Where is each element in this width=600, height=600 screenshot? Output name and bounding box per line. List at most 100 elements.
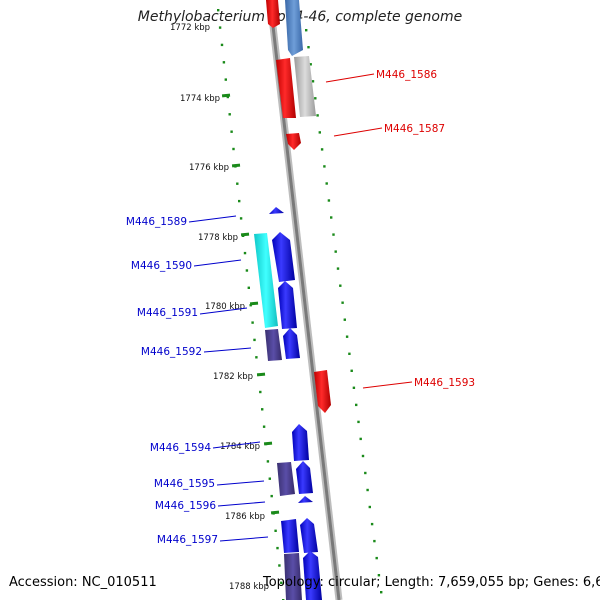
gc-dot bbox=[245, 269, 249, 272]
gene-feature-slate-1592 bbox=[265, 329, 282, 361]
gc-dot bbox=[350, 369, 353, 372]
gc-dot bbox=[266, 460, 270, 463]
gc-dot bbox=[255, 356, 258, 359]
gene-feature-slate-1595 bbox=[277, 462, 295, 496]
gene-label-left: M446_1595 bbox=[154, 478, 215, 490]
gc-dot bbox=[261, 408, 264, 411]
kbp-label: 1786 kbp bbox=[225, 512, 265, 522]
gene-feature-blue-1591 bbox=[278, 281, 297, 329]
gc-dot bbox=[259, 390, 262, 394]
gene-feature-red-1593 bbox=[314, 370, 331, 413]
gc-dot bbox=[276, 546, 279, 550]
gc-dot bbox=[320, 148, 324, 151]
gc-dot bbox=[218, 26, 222, 29]
gc-dot bbox=[330, 216, 333, 219]
gc-dot bbox=[222, 61, 226, 64]
kbp-tick-marks bbox=[221, 93, 280, 515]
gc-dot bbox=[339, 284, 342, 287]
kbp-label: 1784 kbp bbox=[220, 442, 260, 452]
gene-feature-blue-bottom bbox=[303, 551, 322, 600]
gc-dot bbox=[217, 9, 220, 12]
gene-feature-blue-1594 bbox=[292, 424, 309, 461]
gene-feature-red-1587 bbox=[286, 133, 301, 150]
gc-dots-outer bbox=[305, 29, 383, 594]
gene-features bbox=[254, 0, 331, 600]
gc-dot bbox=[253, 338, 256, 342]
gc-dot bbox=[345, 335, 349, 338]
gc-dot bbox=[251, 321, 254, 324]
gene-label-right: M446_1586 bbox=[376, 69, 437, 81]
gc-dot bbox=[247, 286, 250, 289]
kbp-label: 1778 kbp bbox=[198, 233, 238, 243]
gene-label-left: M446_1589 bbox=[126, 216, 187, 228]
gc-dot bbox=[380, 591, 383, 594]
gene-label-left: M446_1592 bbox=[141, 346, 202, 358]
gc-dot bbox=[325, 182, 328, 185]
gene-feature-slate-bottom bbox=[284, 553, 302, 600]
gc-dot bbox=[236, 182, 239, 185]
gene-feature-red bbox=[266, 0, 280, 28]
gc-dot bbox=[238, 199, 241, 203]
kbp-label: 1788 kbp bbox=[229, 582, 269, 592]
kbp-label: 1782 kbp bbox=[213, 372, 253, 382]
gc-dot bbox=[278, 564, 281, 567]
gc-dot bbox=[307, 46, 310, 49]
gc-dot bbox=[243, 251, 247, 255]
gc-dot bbox=[262, 425, 266, 428]
gene-label-right: M446_1587 bbox=[384, 123, 445, 135]
gc-dot bbox=[228, 113, 231, 116]
gene-feature-blue-1590 bbox=[272, 232, 295, 282]
gc-dot bbox=[348, 352, 351, 355]
gc-dot bbox=[357, 420, 360, 424]
gc-dot bbox=[311, 80, 315, 83]
gc-dot bbox=[370, 522, 374, 526]
gc-dot bbox=[373, 539, 376, 543]
gc-dot bbox=[316, 114, 319, 117]
gene-feature-blue-1597a bbox=[281, 519, 299, 553]
gc-dot bbox=[224, 78, 227, 81]
gene-feature-blue-1597b bbox=[300, 518, 318, 553]
kbp-label: 1776 kbp bbox=[189, 163, 229, 173]
kbp-labels: 1772 kbp 1774 kbp 1776 kbp 1778 kbp 1780… bbox=[170, 23, 269, 592]
label-leader-lines bbox=[188, 73, 413, 542]
gc-dot bbox=[341, 301, 344, 304]
gc-dot bbox=[309, 63, 312, 66]
gene-labels: M446_1586 M446_1587 M446_1593 M446_1589 … bbox=[126, 69, 475, 546]
gene-feature-blue-1592 bbox=[283, 328, 300, 359]
gc-dot bbox=[375, 556, 378, 560]
kbp-label: 1772 kbp bbox=[170, 23, 210, 33]
gc-dot bbox=[270, 494, 273, 498]
gc-dot bbox=[314, 97, 317, 100]
gene-feature-blue-1589 bbox=[269, 207, 284, 214]
topology-text: Topology: circular; Length: 7,659,055 bp… bbox=[263, 575, 600, 590]
gene-label-left: M446_1596 bbox=[155, 500, 216, 512]
gc-dot bbox=[355, 403, 358, 407]
gene-feature-red-1586a bbox=[276, 58, 296, 118]
gc-dot bbox=[239, 217, 243, 220]
kbp-label: 1774 kbp bbox=[180, 94, 220, 104]
gene-label-left: M446_1594 bbox=[150, 442, 211, 454]
gc-dot bbox=[318, 131, 321, 134]
gene-feature-blue-1596 bbox=[298, 496, 313, 503]
gene-feature-steel bbox=[285, 0, 303, 56]
gc-dot bbox=[368, 505, 371, 509]
gc-dot bbox=[343, 318, 346, 321]
gc-dot bbox=[332, 233, 335, 236]
gc-dot bbox=[366, 488, 369, 492]
gc-dot bbox=[359, 437, 362, 441]
gc-dot bbox=[336, 267, 340, 270]
accession-text: Accession: NC_010511 bbox=[9, 575, 157, 590]
gc-dot bbox=[305, 29, 308, 32]
gc-dot bbox=[377, 574, 381, 577]
gc-dot bbox=[226, 95, 229, 99]
gc-dot bbox=[364, 471, 367, 475]
gc-dot bbox=[232, 147, 235, 151]
gene-label-right: M446_1593 bbox=[414, 377, 475, 389]
gene-label-left: M446_1597 bbox=[157, 534, 218, 546]
kbp-label: 1780 kbp bbox=[205, 302, 245, 312]
gc-dot bbox=[230, 130, 233, 133]
gc-dot bbox=[274, 529, 277, 532]
gene-feature-blue-1595 bbox=[296, 461, 313, 494]
gc-dot bbox=[220, 43, 224, 47]
